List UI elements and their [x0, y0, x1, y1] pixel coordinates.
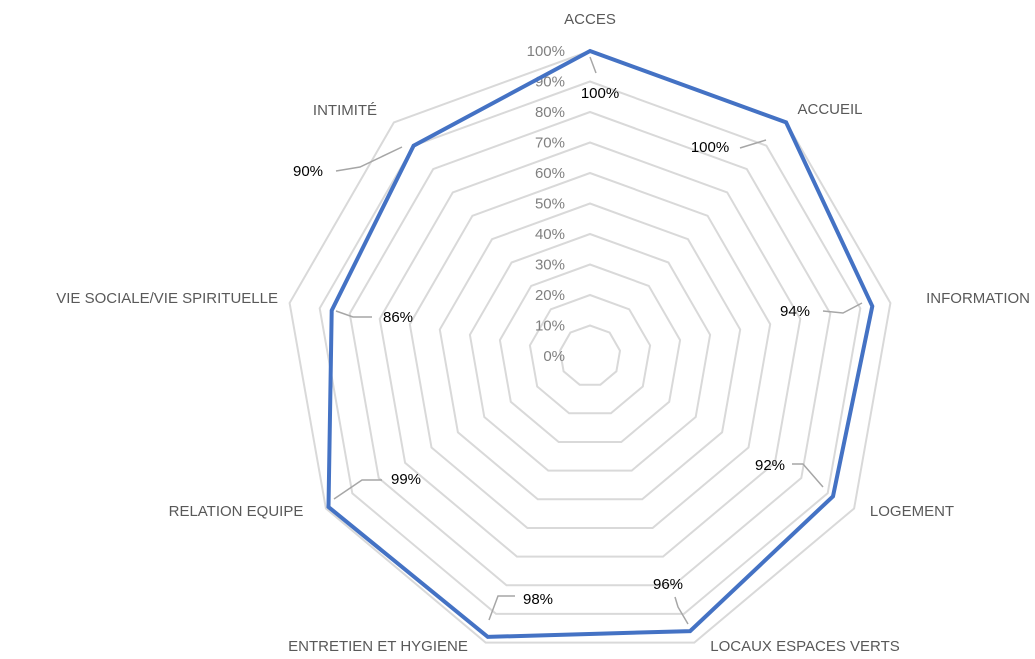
category-label-entretien-et-hygiene: ENTRETIEN ET HYGIENE	[288, 638, 468, 655]
leader-line-vie-sociale-vie-spirituelle	[335, 310, 372, 318]
category-label-accueil: ACCUEIL	[797, 101, 862, 118]
data-label-locaux-espaces-verts: 96%	[653, 576, 683, 593]
category-labels: ACCES ACCUEIL INFORMATION LOGEMENT LOCAUX ES…	[56, 11, 1030, 655]
leader-line-acces	[589, 56, 597, 74]
tick-label-100: 100%	[527, 43, 565, 60]
tick-label-70: 70%	[535, 135, 565, 152]
grid-ring-100	[288, 49, 892, 644]
leader-line-logement	[792, 463, 824, 488]
series-layer	[326, 48, 875, 639]
data-labels: 100% 100% 94% 92% 96% 98% 99% 86% 90%	[293, 85, 810, 608]
data-label-information: 94%	[780, 303, 810, 320]
category-label-vie-sociale-vie-spirituelle: VIE SOCIALE/VIE SPIRITUELLE	[56, 290, 278, 307]
data-label-accueil: 100%	[691, 139, 729, 156]
data-label-logement: 92%	[755, 457, 785, 474]
grid-ring-80	[348, 110, 832, 587]
radar-grid	[288, 49, 892, 644]
data-label-acces: 100%	[581, 85, 619, 102]
series-line	[326, 48, 875, 639]
tick-label-30: 30%	[535, 257, 565, 274]
category-label-intimite: INTIMITÉ	[313, 102, 377, 119]
tick-label-40: 40%	[535, 226, 565, 243]
data-label-leaders	[333, 56, 863, 625]
category-label-relation-equipe: RELATION EQUIPE	[169, 503, 304, 520]
radial-axis-ticks: 0%10%20%30%40%50%60%70%80%90%100%	[527, 43, 565, 365]
grid-ring-20	[528, 293, 652, 415]
leader-line-information	[822, 302, 863, 314]
leader-line-relation-equipe	[333, 479, 382, 500]
data-label-vie-sociale-vie-spirituelle: 86%	[383, 309, 413, 326]
leader-line-accueil	[739, 139, 767, 149]
grid-ring-40	[468, 232, 712, 472]
category-label-locaux-espaces-verts: LOCAUX ESPACES VERTS	[710, 638, 900, 655]
leader-line-entretien-et-hygiene	[488, 595, 515, 621]
grid-ring-60	[408, 171, 772, 529]
data-label-relation-equipe: 99%	[391, 471, 421, 488]
grid-ring-30	[498, 263, 682, 443]
data-label-intimite: 90%	[293, 163, 323, 180]
grid-ring-70	[378, 141, 802, 558]
tick-label-20: 20%	[535, 287, 565, 304]
category-label-information: INFORMATION	[926, 290, 1030, 307]
tick-label-10: 10%	[535, 318, 565, 335]
tick-label-0: 0%	[543, 348, 565, 365]
grid-ring-90	[318, 80, 862, 615]
grid-ring-50	[438, 202, 742, 501]
grid-ring-10	[558, 324, 622, 386]
category-label-acces: ACCES	[564, 11, 616, 28]
leader-line-locaux-espaces-verts	[674, 596, 689, 625]
category-label-logement: LOGEMENT	[870, 503, 954, 520]
tick-label-50: 50%	[535, 196, 565, 213]
data-label-entretien-et-hygiene: 98%	[523, 591, 553, 608]
leader-line-intimite	[335, 146, 403, 172]
tick-label-60: 60%	[535, 165, 565, 182]
tick-label-80: 80%	[535, 104, 565, 121]
